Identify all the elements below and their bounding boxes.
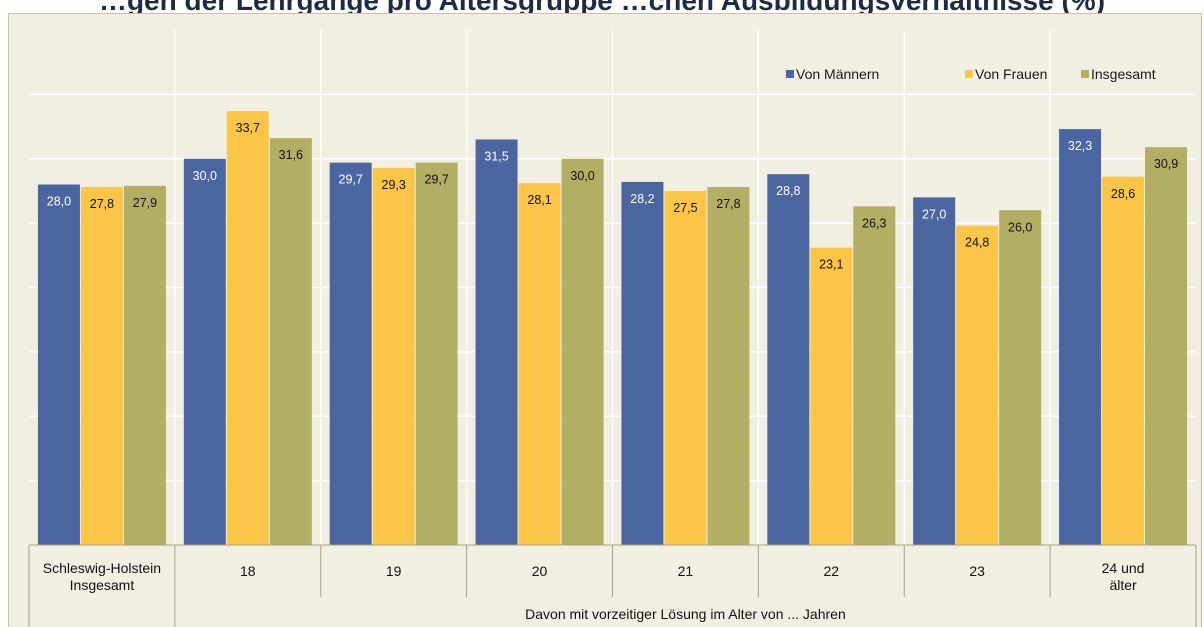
- x-tick-label: 19: [386, 563, 402, 579]
- data-label: 24,8: [965, 236, 989, 250]
- x-axis-group-label: Davon mit vorzeitiger Lösung im Alter vo…: [525, 606, 846, 622]
- data-label: 31,5: [484, 149, 508, 163]
- legend-label: Insgesamt: [1091, 66, 1156, 82]
- bar: [183, 158, 226, 545]
- bar: [1145, 147, 1188, 545]
- x-tick-label: 24 und älter: [1102, 560, 1145, 593]
- bar: [853, 206, 896, 545]
- x-tick-label: 18: [240, 563, 256, 579]
- legend-swatch: [786, 70, 794, 78]
- data-label: 26,0: [1008, 220, 1032, 234]
- data-label: 27,9: [133, 196, 157, 210]
- legend-swatch: [1081, 70, 1089, 78]
- bar: [621, 181, 664, 546]
- bar: [415, 162, 458, 546]
- data-label: 33,7: [236, 121, 260, 135]
- bar: [123, 185, 166, 545]
- data-label: 28,6: [1111, 187, 1135, 201]
- data-label: 30,0: [570, 169, 594, 183]
- bar: [1102, 176, 1145, 545]
- chart-title: …gen der Lehrgänge pro Altersgruppe …che…: [98, 0, 1106, 16]
- bar: [1059, 129, 1102, 545]
- data-label: 28,2: [630, 192, 654, 206]
- x-tick-label: 20: [532, 563, 548, 579]
- data-label: 30,0: [193, 169, 217, 183]
- bar: [269, 138, 312, 545]
- data-label: 28,8: [776, 184, 800, 198]
- x-tick-label: 21: [678, 563, 694, 579]
- bar: [372, 167, 415, 545]
- data-label: 29,3: [382, 178, 406, 192]
- legend-label: Von Frauen: [975, 66, 1047, 82]
- data-label: 28,1: [527, 193, 551, 207]
- bar: [913, 197, 956, 545]
- data-label: 29,7: [425, 173, 449, 187]
- bar: [561, 158, 604, 545]
- bar: [810, 247, 853, 545]
- bar: [37, 184, 80, 545]
- data-label: 27,5: [673, 201, 697, 215]
- data-label: 27,8: [90, 197, 114, 211]
- bar: [329, 162, 372, 546]
- bar: [80, 187, 123, 545]
- bar: [707, 187, 750, 545]
- bar: [956, 225, 999, 545]
- data-label: 32,3: [1068, 139, 1092, 153]
- bar: [226, 111, 269, 546]
- bar: [475, 139, 518, 545]
- data-label: 28,0: [47, 195, 71, 209]
- bar: [767, 174, 810, 545]
- legend-swatch: [965, 70, 973, 78]
- x-tick-label: 23: [969, 563, 985, 579]
- x-tick-label: Schleswig-Holstein Insgesamt: [43, 560, 161, 593]
- bar: [518, 183, 561, 545]
- data-label: 26,3: [862, 216, 886, 230]
- data-label: 29,7: [339, 173, 363, 187]
- data-label: 23,1: [819, 258, 843, 272]
- x-tick-label: 22: [824, 563, 840, 579]
- data-label: 30,9: [1154, 157, 1178, 171]
- data-label: 27,0: [922, 207, 946, 221]
- bar: [999, 210, 1042, 545]
- legend-label: Von Männern: [796, 66, 879, 82]
- data-label: 27,8: [716, 197, 740, 211]
- data-label: 31,6: [279, 148, 303, 162]
- bar: [664, 190, 707, 545]
